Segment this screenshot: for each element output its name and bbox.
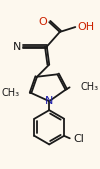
Text: N: N [45, 96, 53, 106]
Text: O: O [39, 17, 48, 27]
Text: N: N [13, 42, 22, 52]
Text: CH₃: CH₃ [2, 88, 20, 98]
Text: Cl: Cl [74, 134, 85, 144]
Text: OH: OH [77, 22, 94, 32]
Text: CH₃: CH₃ [80, 82, 98, 92]
